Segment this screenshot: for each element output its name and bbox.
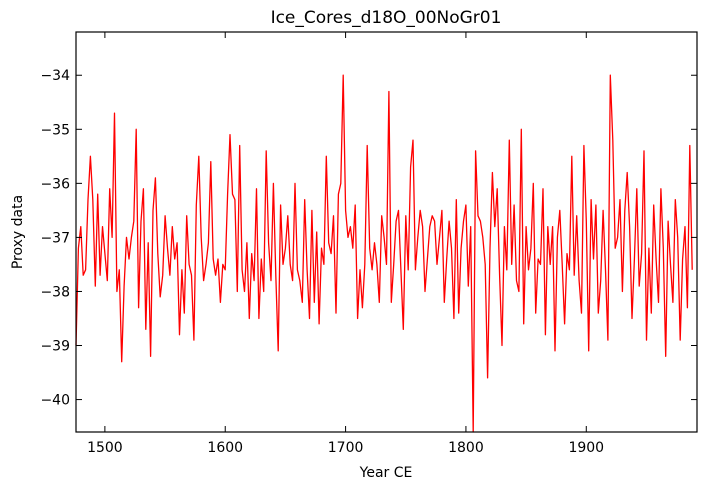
- x-tick-label: 1900: [568, 440, 604, 456]
- x-tick-label: 1700: [328, 440, 364, 456]
- x-tick-label: 1600: [207, 440, 243, 456]
- x-tick-label: 1800: [448, 440, 484, 456]
- series-line-0: [75, 74, 693, 433]
- plot-frame: [75, 31, 698, 433]
- plot-area: 1500 1600 1700 1800 1900 −34 −35 −36 −37 −38 −39 −4…: [40, 31, 698, 456]
- y-tick-label: −36: [40, 176, 70, 192]
- y-tick-label: −37: [40, 230, 70, 246]
- y-axis-label: Proxy data: [10, 195, 26, 269]
- y-tick-label: −35: [40, 122, 70, 138]
- y-tick-label: −38: [40, 284, 70, 300]
- chart-title: Ice_Cores_d18O_00NoGr01: [271, 8, 502, 28]
- x-tick-label: 1500: [87, 440, 123, 456]
- x-axis-label: Year CE: [359, 465, 413, 481]
- y-tick-label: −40: [40, 393, 70, 409]
- y-tick-label: −39: [40, 339, 70, 355]
- y-tick-label: −34: [40, 68, 70, 84]
